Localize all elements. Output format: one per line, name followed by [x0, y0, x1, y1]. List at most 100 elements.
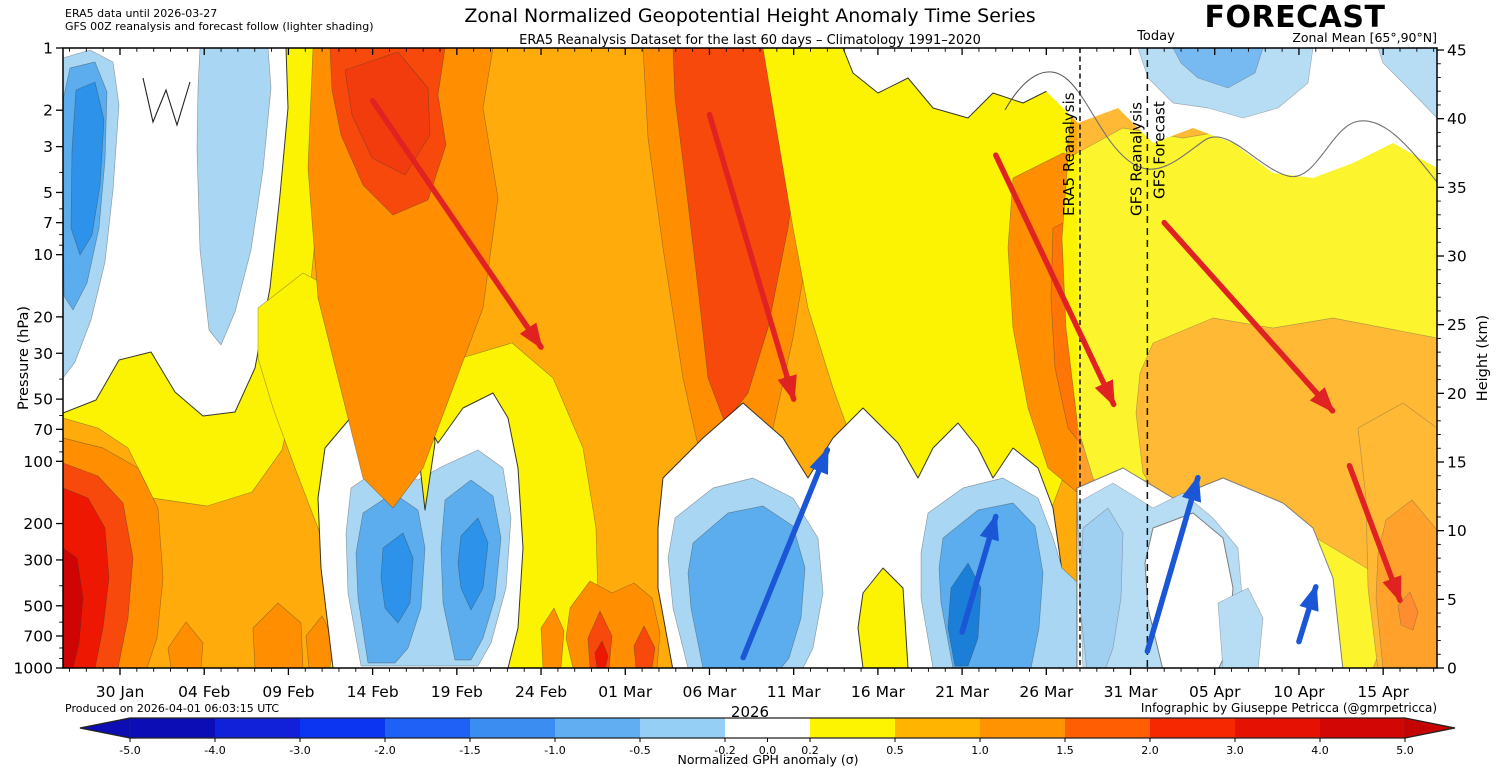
date-tick-label: 19 Feb: [431, 683, 483, 701]
date-tick-label: 10 Apr: [1273, 683, 1325, 701]
pressure-tick-label: 300: [23, 551, 53, 569]
date-tick-label: 14 Feb: [347, 683, 399, 701]
date-tick-label: 01 Mar: [598, 683, 653, 701]
colorbar-tick-label: -0.2: [714, 744, 735, 757]
date-tick-label: 11 Mar: [767, 683, 822, 701]
colorbar-tick-label: -3.0: [289, 744, 310, 757]
date-tick-label: 05 Apr: [1189, 683, 1241, 701]
colorbar-segment: [810, 718, 895, 738]
gfs-note: GFS 00Z reanalysis and forecast follow (…: [65, 20, 374, 33]
credit-text: Infographic by Giuseppe Petricca (@gmrpe…: [1140, 701, 1437, 715]
produced-timestamp: Produced on 2026-04-01 06:03:15 UTC: [65, 702, 280, 715]
page-subtitle: ERA5 Reanalysis Dataset for the last 60 …: [519, 33, 981, 48]
height-tick-label: 35: [1447, 179, 1467, 197]
page-title: Zonal Normalized Geopotential Height Ano…: [464, 5, 1036, 27]
pressure-tick-label: 7: [43, 214, 53, 232]
date-tick-label: 09 Feb: [262, 683, 314, 701]
pressure-tick-label: 70: [33, 421, 53, 439]
pressure-tick-label: 30: [33, 345, 53, 363]
contour-field: [63, 48, 1437, 668]
trend-arrow: [740, 447, 831, 661]
date-tick-label: 21 Mar: [935, 683, 990, 701]
colorbar-left-arrow: [79, 717, 131, 739]
x-axis-year: 2026: [730, 703, 770, 721]
colorbar-segment: [1235, 718, 1320, 738]
date-tick-label: 15 Apr: [1357, 683, 1409, 701]
colorbar-segment: [725, 718, 810, 738]
colorbar-right-arrow: [1404, 717, 1456, 739]
pressure-tick-label: 20: [33, 308, 53, 326]
colorbar-tick-label: 0.5: [886, 744, 904, 757]
colorbar-tick-label: 1.5: [1056, 744, 1074, 757]
forecast-banner: FORECAST: [1204, 0, 1386, 35]
colorbar-caption: Normalized GPH anomaly (σ): [677, 752, 859, 767]
colorbar-tick-label: 2.0: [1141, 744, 1159, 757]
pressure-tick-label: 1000: [14, 660, 53, 678]
colorbar-tick-label: 1.0: [971, 744, 989, 757]
colorbar-segment: [385, 718, 470, 738]
height-tick-label: 5: [1447, 591, 1457, 609]
colorbar-segment: [470, 718, 555, 738]
trend-arrow: [369, 98, 544, 350]
trend-arrow: [706, 111, 797, 402]
colorbar-tick-label: 0.0: [759, 744, 777, 757]
colorbar-segment: [130, 718, 215, 738]
colorbar-segment: [1320, 718, 1405, 738]
date-tick-label: 04 Feb: [178, 683, 230, 701]
height-tick-label: 10: [1447, 522, 1467, 540]
pressure-tick-label: 2: [43, 102, 53, 120]
date-tick-label: 31 Mar: [1104, 683, 1159, 701]
divider-label: ERA5 Reanalysis: [1060, 92, 1078, 216]
colorbar-tick-label: -1.0: [544, 744, 565, 757]
height-tick-label: 30: [1447, 248, 1467, 266]
colorbar-tick-label: 4.0: [1311, 744, 1329, 757]
era5-note: ERA5 data until 2026-03-27: [65, 7, 218, 20]
trend-arrow: [1144, 474, 1202, 655]
trend-arrow: [993, 152, 1117, 408]
height-tick-label: 15: [1447, 454, 1467, 472]
colorbar-tick-label: 5.0: [1396, 744, 1414, 757]
pressure-tick-label: 10: [33, 246, 53, 264]
colorbar-segment: [980, 718, 1065, 738]
colorbar-tick-label: -5.0: [119, 744, 140, 757]
colorbar-segment: [640, 718, 725, 738]
colorbar-tick-label: -4.0: [204, 744, 225, 757]
axes-arrows-colorbar: ERA5 Reanalysis GFS Reanalysis GFS Forecas…: [14, 40, 1467, 758]
pressure-tick-label: 5: [43, 184, 53, 202]
colorbar-segment: [895, 718, 980, 738]
colorbar-segment: [300, 718, 385, 738]
pressure-tick-label: 500: [23, 597, 53, 615]
zonal-mean-label: Zonal Mean [65°,90°N]: [1292, 30, 1437, 45]
date-tick-label: 26 Mar: [1019, 683, 1074, 701]
colorbar-segment: [215, 718, 300, 738]
date-tick-label: 30 Jan: [96, 683, 145, 701]
colorbar-segment: [1065, 718, 1150, 738]
divider-label: GFS Reanalysis: [1127, 102, 1145, 216]
colorbar-tick-label: -2.0: [374, 744, 395, 757]
height-tick-label: 25: [1447, 316, 1467, 334]
trend-arrow: [1296, 584, 1319, 645]
colorbar-tick-label: -0.5: [629, 744, 650, 757]
height-tick-label: 0: [1447, 660, 1457, 678]
pressure-tick-label: 3: [43, 138, 53, 156]
pressure-tick-label: 50: [33, 391, 53, 409]
pressure-tick-label: 1: [43, 40, 53, 58]
trend-arrow: [1161, 219, 1336, 414]
trend-arrow: [1346, 462, 1403, 604]
pressure-tick-label: 700: [23, 627, 53, 645]
height-tick-label: 40: [1447, 110, 1467, 128]
pressure-tick-label: 100: [23, 453, 53, 471]
colorbar-segment: [1150, 718, 1235, 738]
divider-label: GFS Forecast: [1150, 101, 1168, 199]
date-tick-label: 06 Mar: [683, 683, 738, 701]
trend-arrow: [959, 513, 999, 635]
height-tick-label: 45: [1447, 42, 1467, 60]
date-tick-label: 16 Mar: [851, 683, 906, 701]
pressure-tick-label: 200: [23, 515, 53, 533]
today-label: Today: [1137, 29, 1175, 44]
date-tick-label: 24 Feb: [515, 683, 567, 701]
colorbar-tick-label: 0.2: [801, 744, 819, 757]
gfs-lighter-shading-overlay: [1077, 48, 1437, 668]
